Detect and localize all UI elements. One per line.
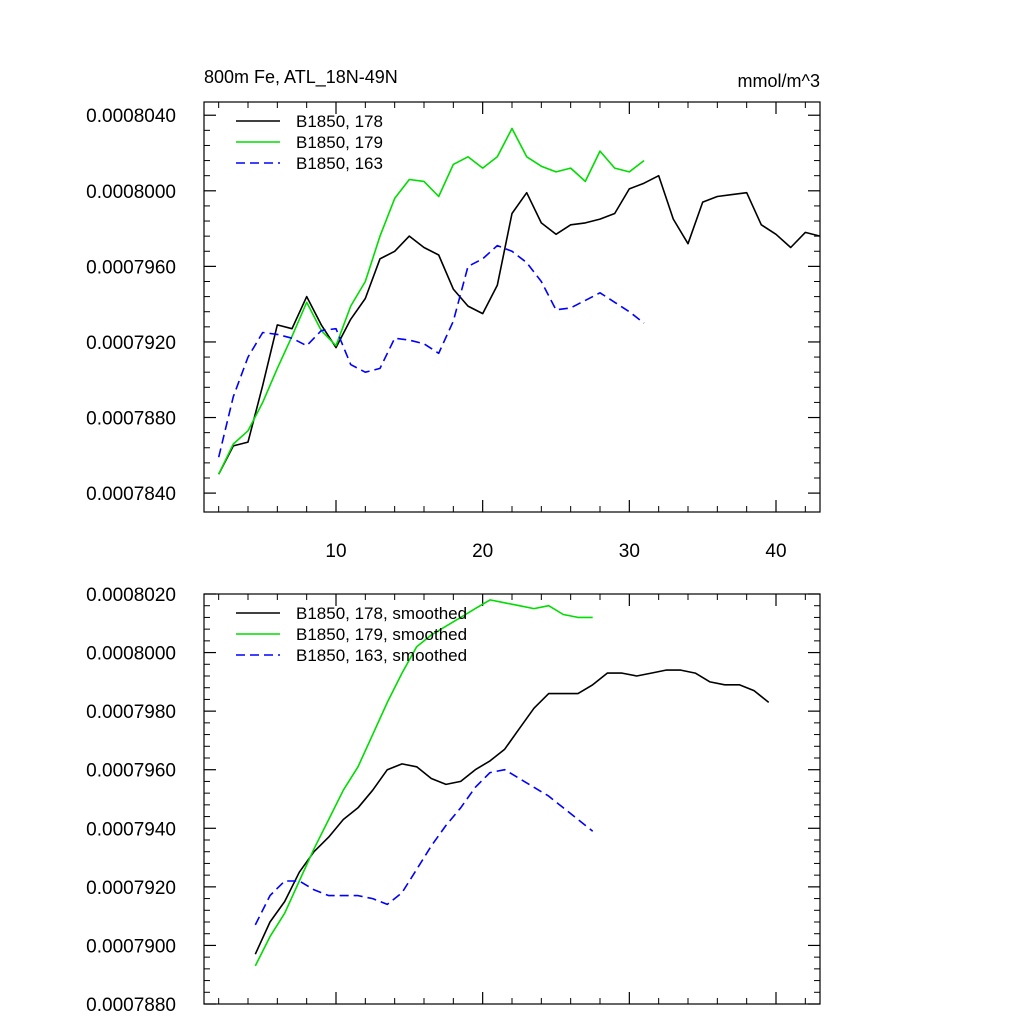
legend-label: B1850, 163, smoothed	[296, 646, 467, 665]
y-tick-label: 0.0007940	[86, 819, 176, 840]
y-tick-label: 0.0007900	[86, 936, 176, 957]
y-tick-label: 0.0007920	[86, 333, 176, 354]
y-tick-label: 0.0008000	[86, 182, 176, 203]
series-line-b1850-179	[217, 127, 645, 475]
x-tick-label: 40	[765, 541, 786, 562]
bottom-ticks: 0.0007880 0.0007900 0.0007920 0.0007940 0.00…	[86, 585, 820, 1016]
y-tick-label: 0.0007980	[86, 702, 176, 723]
top-series	[217, 127, 821, 475]
y-tick-label: 0.0007880	[86, 995, 176, 1016]
series-line-b1850-163-smoothed	[254, 768, 594, 926]
x-tick-label: 20	[472, 541, 493, 562]
y-tick-label: 0.0007840	[86, 484, 176, 505]
top-panel: 800m Fe, ATL_18N-49N mmol/m^3 10 20 30 40 0.…	[86, 67, 821, 562]
y-tick-label: 0.0007920	[86, 878, 176, 899]
y-tick-label: 0.0007960	[86, 761, 176, 782]
y-tick-label: 0.0007880	[86, 409, 176, 430]
series-line-b1850-163	[217, 244, 645, 458]
series-line-b1850-179-smoothed	[254, 599, 593, 967]
bottom-legend: B1850, 178, smoothed B1850, 179, smoothed…	[236, 604, 467, 665]
series-line-b1850-178	[217, 174, 821, 475]
x-tick-label: 30	[619, 541, 640, 562]
top-legend: B1850, 178 B1850, 179 B1850, 163	[236, 112, 383, 173]
legend-label: B1850, 178	[296, 112, 383, 131]
legend-label: B1850, 179	[296, 133, 383, 152]
y-tick-label: 0.0008040	[86, 106, 176, 127]
top-ticks: 10 20 30 40 0.0007840 0.0007880 0.0007920 0.000…	[86, 102, 820, 562]
top-plot-frame	[203, 101, 821, 513]
top-chart-units: mmol/m^3	[738, 71, 820, 91]
y-tick-label: 0.0008020	[86, 585, 176, 606]
y-tick-label: 0.0007960	[86, 257, 176, 278]
x-tick-label: 10	[325, 541, 346, 562]
bottom-plot-frame	[203, 593, 821, 1005]
series-line-b1850-178-smoothed	[254, 669, 770, 955]
legend-label: B1850, 179, smoothed	[296, 625, 467, 644]
legend-label: B1850, 163	[296, 154, 383, 173]
bottom-series	[254, 599, 770, 967]
top-chart-title: 800m Fe, ATL_18N-49N	[204, 67, 398, 88]
legend-label: B1850, 178, smoothed	[296, 604, 467, 623]
y-tick-label: 0.0008000	[86, 644, 176, 665]
bottom-panel: 0.0007880 0.0007900 0.0007920 0.0007940 0.00…	[86, 585, 821, 1016]
